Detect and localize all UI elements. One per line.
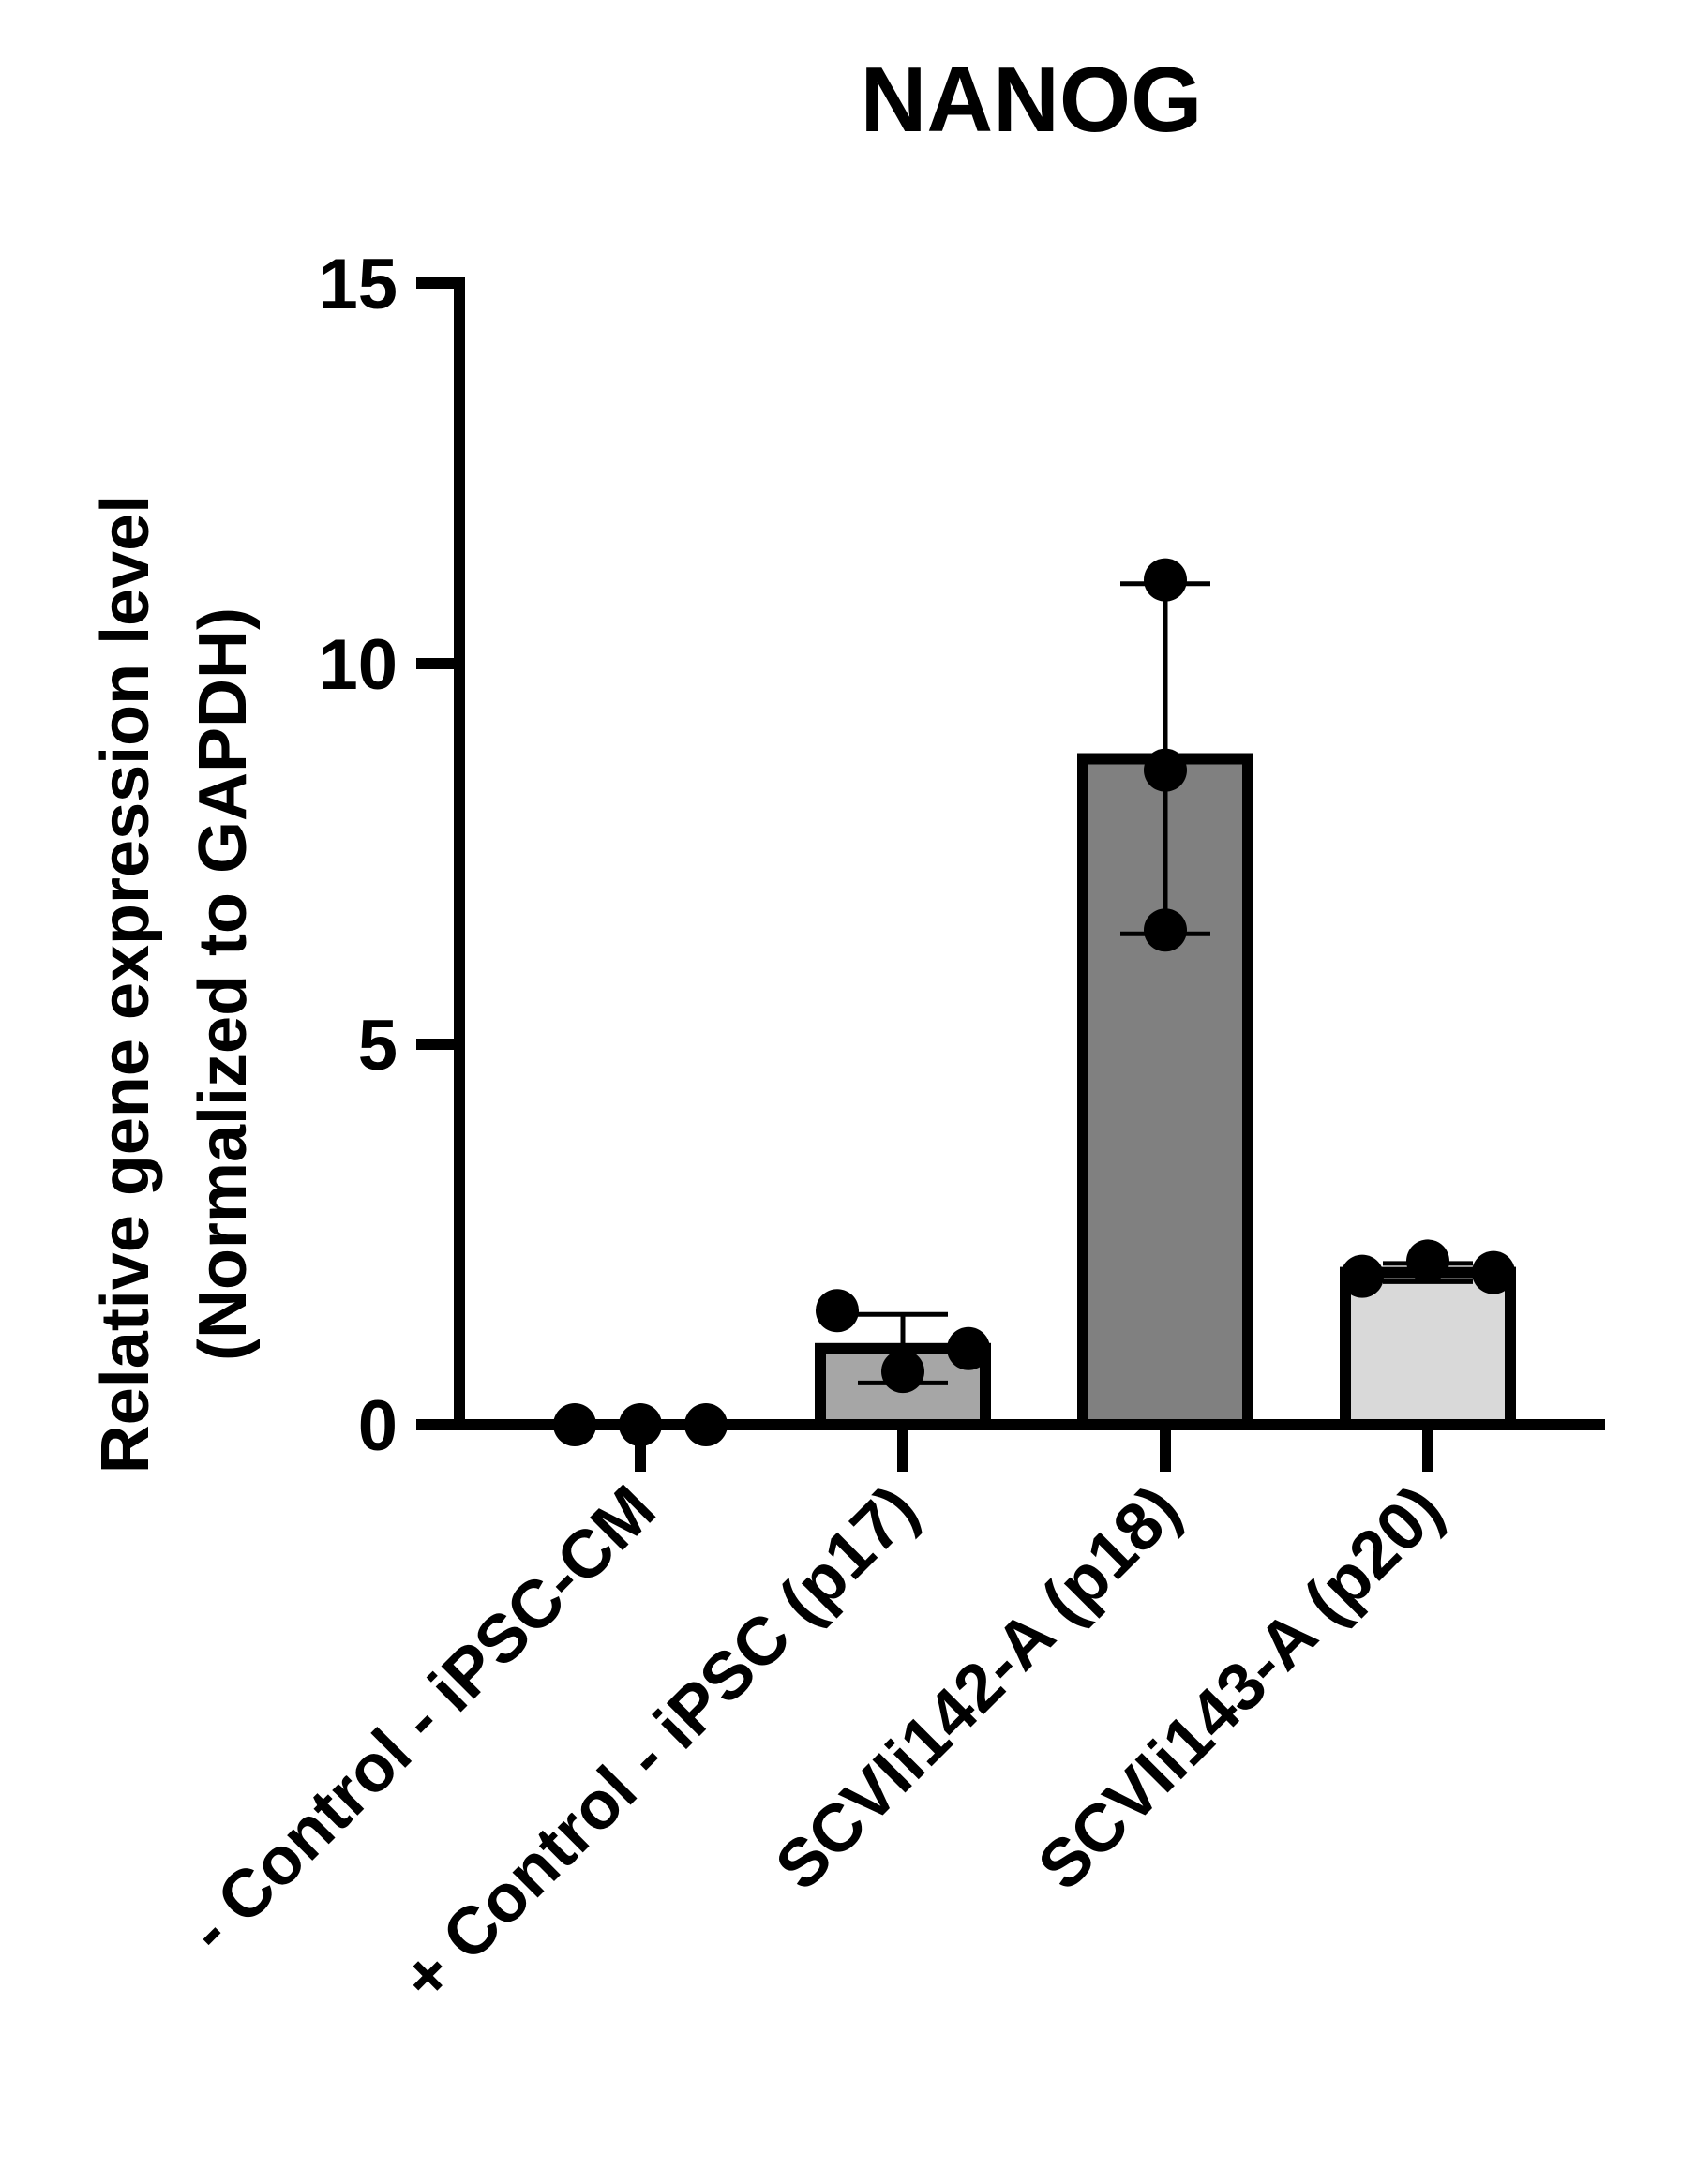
y-axis: 0 5 10 15 [318,245,465,1466]
data-point [1144,558,1187,602]
x-tick-label: - Control - iPSC-CM [173,1472,669,1967]
y-axis-label-line-2: (Normalized to GAPDH) [186,607,261,1361]
y-axis-label: Relative gene expression level (Normaliz… [88,495,261,1474]
data-point [619,1403,662,1446]
data-point [1144,908,1187,952]
data-point [881,1350,924,1394]
y-axis-label-line-1: Relative gene expression level [88,495,163,1474]
data-point [684,1403,728,1446]
data-point [553,1403,596,1446]
x-tick-labels: - Control - iPSC-CM+ Control - iPSC (p17… [173,1472,1457,2016]
chart-title: NANOG [861,48,1203,151]
data-point [1406,1239,1449,1283]
y-tick-label: 0 [358,1386,398,1466]
y-tick-label: 10 [318,625,398,705]
data-point [816,1289,859,1333]
x-tick-label: + Control - iPSC (p17) [387,1472,932,2016]
bar [1340,1266,1516,1430]
data-point [1472,1250,1515,1294]
y-tick-label: 15 [318,245,398,324]
data-point [947,1326,990,1370]
data-point [1341,1254,1384,1298]
y-tick-label: 5 [358,1006,398,1085]
data-points [553,558,1515,1446]
data-point [1144,748,1187,792]
